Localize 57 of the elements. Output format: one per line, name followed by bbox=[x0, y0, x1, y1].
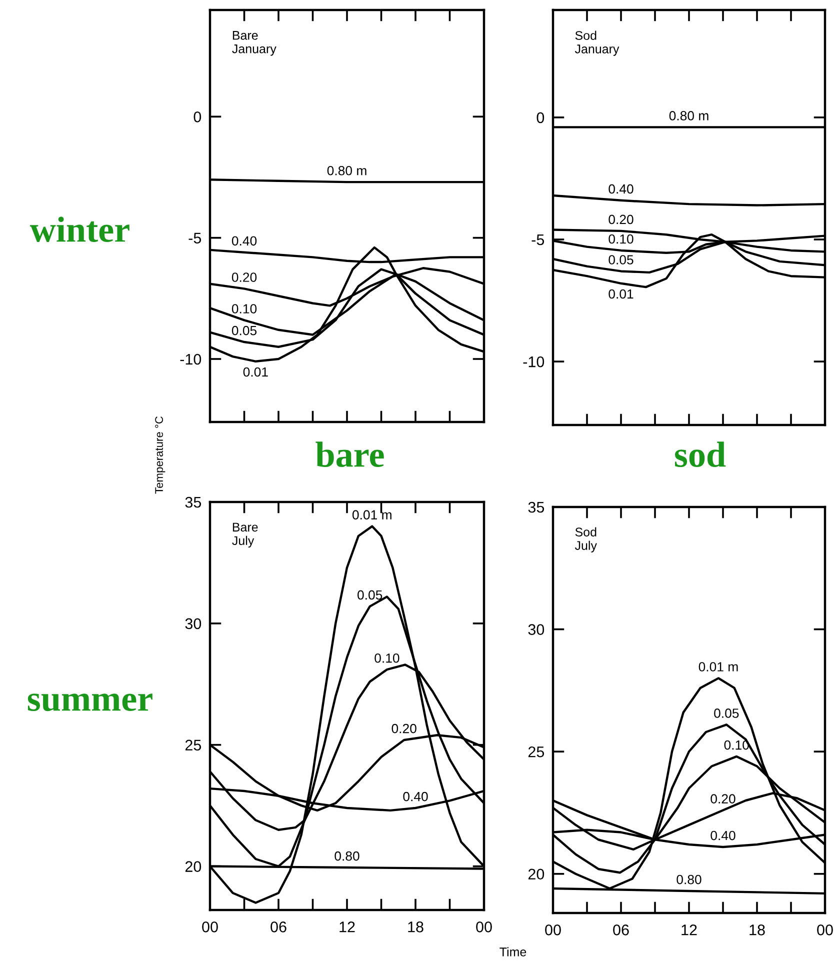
annotation: 0.01 m bbox=[698, 662, 738, 672]
x-tick-label: 12 bbox=[340, 922, 355, 932]
x-tick-label: 00 bbox=[476, 922, 492, 932]
y-axis-title: Temperature °C bbox=[155, 416, 166, 494]
annotation: 0.20 bbox=[608, 214, 634, 224]
text: winter bbox=[30, 216, 130, 242]
text: bare bbox=[316, 442, 384, 468]
annotation: 0.05 bbox=[232, 326, 257, 336]
y-tick-label: 25 bbox=[185, 740, 202, 751]
y-tick-label: 20 bbox=[528, 868, 544, 880]
y-tick-label: -5 bbox=[188, 232, 202, 244]
y-tick-label: -10 bbox=[523, 356, 544, 368]
y-tick-label: 35 bbox=[185, 496, 202, 508]
x-tick-label: 06 bbox=[613, 924, 629, 936]
annotation: 0.05 bbox=[608, 255, 634, 264]
x-tick-label: 18 bbox=[408, 922, 424, 932]
y-tick-label: 0 bbox=[536, 112, 544, 124]
y-tick-label: 25 bbox=[528, 746, 544, 758]
annotation: 0.80 m bbox=[669, 111, 708, 120]
text: Bare January bbox=[232, 31, 276, 56]
x-tick-label: 00 bbox=[202, 922, 218, 932]
text: Sod July bbox=[574, 527, 597, 552]
annotation: 0.80 bbox=[676, 874, 702, 884]
y-tick-label: 0 bbox=[194, 112, 202, 122]
annotation: 0.10 bbox=[374, 653, 400, 663]
annotation: 0.80 bbox=[334, 851, 360, 861]
annotation: 0.01 bbox=[243, 367, 268, 377]
annotation: 0.05 bbox=[714, 708, 739, 718]
annotation: 0.05 bbox=[358, 590, 382, 600]
annotation: 0.80 m bbox=[327, 166, 366, 176]
annotation: 0.40 bbox=[710, 830, 736, 840]
annotation: 0.01 m bbox=[352, 510, 392, 520]
text: Bare July bbox=[232, 522, 258, 548]
annotation: 0.10 bbox=[608, 234, 634, 244]
annotation: 0.10 bbox=[232, 304, 257, 314]
y-tick-label: -5 bbox=[532, 234, 544, 246]
text: Sod January bbox=[574, 30, 620, 56]
x-tick-label: 12 bbox=[682, 924, 697, 936]
annotation: 0.20 bbox=[710, 794, 736, 804]
y-tick-label: -10 bbox=[180, 354, 202, 365]
text: summer bbox=[28, 694, 152, 712]
x-axis-title: Time bbox=[500, 947, 526, 956]
annotation: 0.20 bbox=[232, 272, 257, 282]
annotation: 0.20 bbox=[392, 724, 416, 734]
y-tick-label: 20 bbox=[185, 861, 202, 872]
x-tick-label: 00 bbox=[545, 924, 561, 936]
y-tick-label: 35 bbox=[528, 502, 544, 513]
annotation: 0.40 bbox=[232, 236, 257, 246]
x-tick-label: 06 bbox=[270, 922, 286, 932]
annotation: 0.40 bbox=[403, 792, 428, 802]
y-tick-label: 30 bbox=[185, 618, 202, 630]
x-tick-label: 00 bbox=[817, 924, 833, 936]
x-tick-label: 18 bbox=[750, 924, 765, 936]
annotation: 0.40 bbox=[608, 184, 634, 194]
y-tick-label: 30 bbox=[528, 624, 544, 635]
text: sod bbox=[675, 442, 726, 468]
annotation: 0.01 bbox=[608, 289, 634, 299]
